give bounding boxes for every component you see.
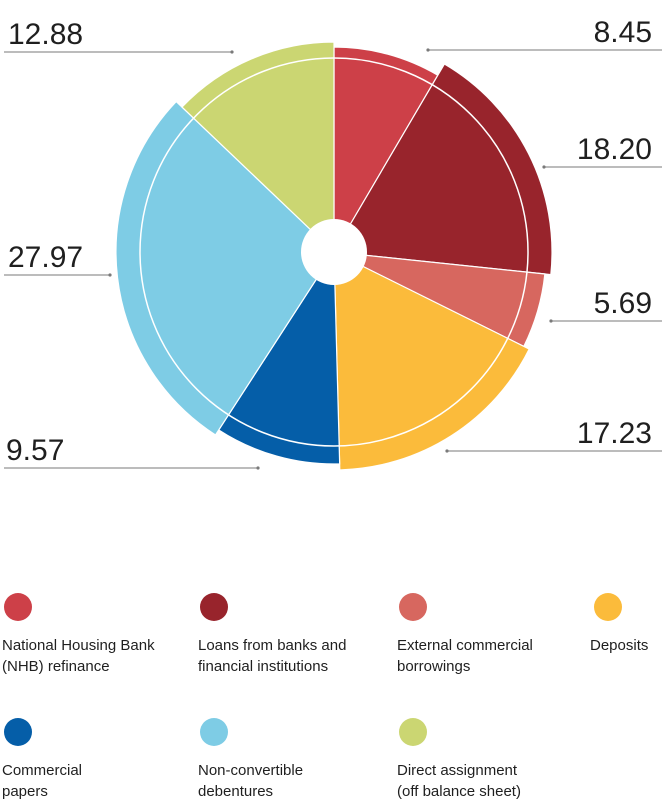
value-label-nhb-refinance: 8.45 xyxy=(594,16,652,49)
legend-item-deposits: Deposits xyxy=(590,593,664,656)
pie-chart: 8.45 18.20 5.69 17.23 9.57 27.97 12.88 xyxy=(4,16,662,471)
pie-slice-ncd xyxy=(115,100,335,436)
legend-item-bank-loans: Loans from banks and financial instituti… xyxy=(198,593,388,677)
leader-dot-direct-assignment xyxy=(230,50,234,54)
value-label-ecb: 5.69 xyxy=(594,287,652,320)
legend-swatch-deposits xyxy=(594,593,622,621)
legend-label-bank-loans: Loans from banks and financial instituti… xyxy=(198,637,347,675)
pie-slice-deposits xyxy=(333,251,531,471)
leader-dot-ncd xyxy=(108,273,112,277)
value-label-direct-assignment: 12.88 xyxy=(8,18,83,51)
legend-swatch-commercial-papers xyxy=(4,718,32,746)
legend-swatch-ecb xyxy=(399,593,427,621)
legend-label-nhb-refinance: National Housing Bank (NHB) refinance xyxy=(2,637,155,675)
leader-dot-bank-loans xyxy=(542,165,546,169)
legend-swatch-direct-assignment xyxy=(399,718,427,746)
value-label-commercial-papers: 9.57 xyxy=(6,434,64,467)
legend-swatch-nhb-refinance xyxy=(4,593,32,621)
pie-slice-commercial-papers xyxy=(217,250,341,465)
legend-item-ncd: Non-convertible debentures xyxy=(198,718,388,802)
leader-dot-ecb xyxy=(549,319,553,323)
donut-hole xyxy=(301,219,367,285)
leader-dot-nhb-refinance xyxy=(426,48,430,52)
legend-item-ecb: External commercial borrowings xyxy=(397,593,587,677)
legend-label-ncd: Non-convertible debentures xyxy=(198,762,304,800)
legend-swatch-bank-loans xyxy=(200,593,228,621)
legend-label-ecb: External commercial borrowings xyxy=(397,637,533,675)
legend-item-direct-assignment: Direct assignment (off balance sheet) xyxy=(397,718,587,802)
pie-slice-nhb-refinance xyxy=(333,46,439,255)
legend-label-commercial-papers: Commercial papers xyxy=(2,762,83,800)
legend-swatch-ncd xyxy=(200,718,228,746)
inner-ring xyxy=(139,57,529,447)
legend-item-commercial-papers: Commercial papers xyxy=(2,718,192,802)
legend-label-deposits: Deposits xyxy=(590,637,649,654)
legend-item-nhb-refinance: National Housing Bank (NHB) refinance xyxy=(2,593,192,677)
pie-slice-bank-loans xyxy=(333,63,553,276)
leader-dot-commercial-papers xyxy=(256,466,260,470)
value-label-bank-loans: 18.20 xyxy=(577,133,652,166)
leader-dot-deposits xyxy=(445,449,449,453)
legend-label-direct-assignment: Direct assignment (off balance sheet) xyxy=(397,762,521,800)
value-label-deposits: 17.23 xyxy=(577,417,652,450)
value-label-ncd: 27.97 xyxy=(8,241,83,274)
